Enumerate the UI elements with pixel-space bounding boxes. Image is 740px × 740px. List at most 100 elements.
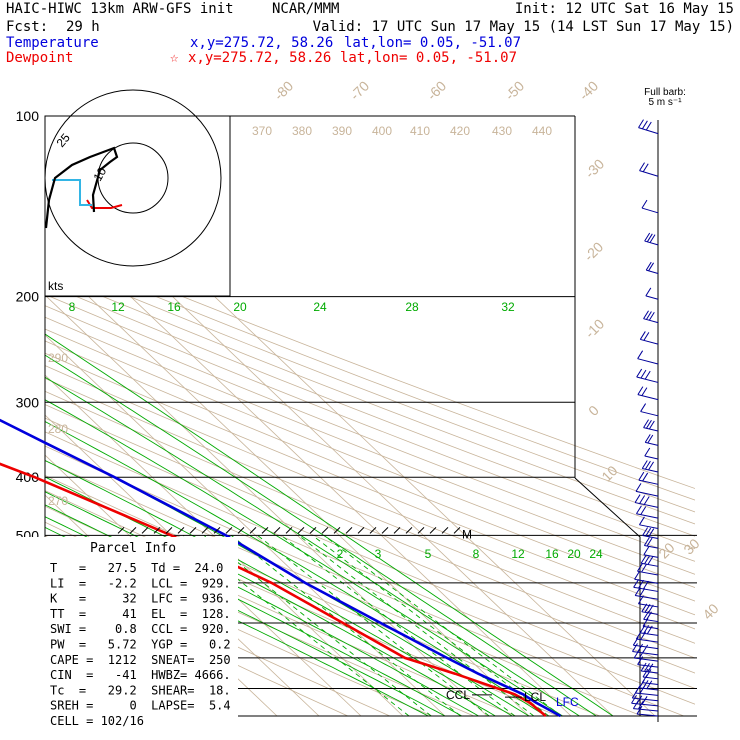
dry-adiabat-line [45,572,348,717]
mixing-ratio-label: 5 [425,547,432,561]
mixing-ratio-label: 12 [111,300,125,314]
wind-barb [634,570,659,584]
hatch-mark [285,527,293,534]
isotherm-line [45,374,404,717]
hatch-mark [417,527,425,534]
theta-label: 440 [532,124,552,138]
dewpoint-marker: ☆ [170,50,179,66]
wind-barb [644,434,659,446]
wind-barb [639,331,659,345]
mixing-ratio-line [183,535,410,717]
wind-barb [642,668,659,680]
parcel-row: TT = 41 EL = 128. [50,607,231,621]
isotherm-label: -70 [347,78,373,104]
hatch-mark [177,527,185,534]
theta-label: 420 [450,124,470,138]
dry-adiabat-line [45,352,695,616]
wind-barb [637,656,659,668]
mixing-ratio-line [298,535,535,717]
mixing-ratio-line [230,535,461,717]
hatch-mark [333,527,341,534]
wind-barb [642,527,659,539]
hodograph-ring [44,89,222,267]
right-axis-step [574,477,641,716]
hatch-mark [381,527,389,534]
fcst-value: 29 h [66,19,100,35]
dry-adiabat-line [45,328,695,588]
hatch-mark [441,527,449,534]
pressure-label: 100 [16,108,40,124]
wind-barb [631,694,659,707]
mixing-ratio-label: 16 [167,300,181,314]
wind-barb [641,199,659,214]
parcel-info-box: Parcel Info T = 27.5 Td = 24.0LI = -2.2 L… [0,537,238,737]
model-title: HAIC-HIWC 13km ARW-GFS init [6,1,234,17]
wind-barb [636,368,659,383]
hatch-mark [369,527,377,534]
dry-adiabat-line [45,445,684,717]
wind-barb [645,261,659,274]
wind-barb [643,419,659,432]
isotherm-label: -80 [271,78,297,104]
isotherm-label: -20 [581,239,607,265]
theta-label: 400 [372,124,392,138]
mixing-ratio-label: 3 [375,547,382,561]
mixing-ratio-label: 24 [589,547,603,561]
wind-barb [634,494,659,508]
theta-label: 430 [492,124,512,138]
dewpoint-label: Dewpoint [6,50,73,66]
wind-barb [641,460,659,473]
wind-barb [639,516,659,530]
temperature-profile [0,418,562,718]
valid-time: Valid: 17 UTC Sun 17 May 15 (14 LST Sun … [313,19,734,35]
dry-adiabat-line [45,417,695,689]
parcel-row: Tc = 29.2 SHEAR= 18. [50,683,231,697]
hatch-mark [309,527,317,534]
isotherm-label: -30 [582,156,608,182]
dry-adiabat-line [45,365,695,630]
fcst-label: Fcst: [6,19,48,35]
isotherm-label: -60 [424,78,450,104]
mixing-ratio-label: 8 [473,547,480,561]
hatch-mark [321,527,329,534]
theta-label: 410 [410,124,430,138]
mixing-ratio-label: 12 [511,547,525,561]
ccl-label: CCL [446,688,470,702]
hatch-mark [237,527,245,534]
hatch-mark [213,527,221,534]
parcel-row: SREH = 0 LAPSE= 5.4 [50,699,231,713]
wind-barb [632,636,659,650]
pressure-label: 200 [16,289,40,305]
isotherm-line [45,254,530,717]
hatch-mark [345,527,353,534]
wind-barb [644,232,659,246]
dry-adiabat-line [45,261,695,513]
temperature-xy: x,y=275.72, 58.26 [190,35,333,51]
lcl-label: LCL [524,690,546,704]
isotherm-label: -50 [502,78,528,104]
dry-adiabat-line [45,377,695,644]
wind-barb [638,119,659,135]
wind-barb [645,287,659,300]
wind-barb [643,310,659,324]
wind-barb [634,684,659,696]
wind-barb [640,554,659,567]
theta-label: 380 [292,124,312,138]
wind-barb [637,350,659,365]
isotherm-label: 40 [699,600,721,622]
dewpoint-xy: x,y=275.72, 58.26 [188,50,331,66]
init-time: Init: 12 UTC Sat 16 May 15 [515,1,734,17]
parcel-row: CAPE = 1212 SNEAT= 250 [50,653,231,667]
hatch-mark [273,527,281,534]
dry-adiabat-line [45,240,695,489]
hodograph-trace-mid [52,179,92,206]
isotherm-label: 0 [585,402,602,419]
mixing-ratio-label: 16 [545,547,559,561]
wind-barb [643,537,659,549]
hatch-mark [189,527,197,534]
temperature-latlon: lat,lon= 0.05, -51.07 [344,35,521,51]
theta-label: 370 [252,124,272,138]
wind-barb [632,643,659,656]
mixing-ratio-label: 8 [69,300,76,314]
